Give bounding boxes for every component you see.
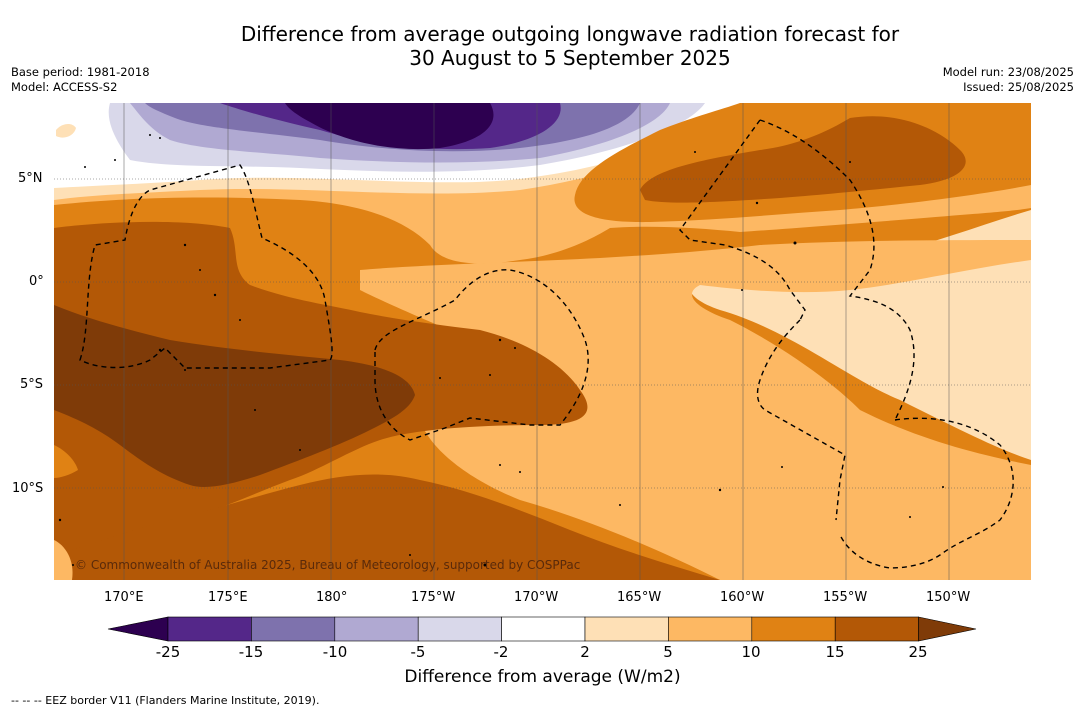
anomaly-fill-2-5-nw <box>56 124 76 138</box>
lat-label-10s: 10°S <box>12 481 44 496</box>
lon-gridlines <box>123 103 950 580</box>
anomaly-fill-5-10-central <box>360 240 1031 580</box>
base-period: Base period: 1981-2018 <box>11 65 150 79</box>
colorbar-title: Difference from average (W/m2) <box>404 667 681 687</box>
map-title: Difference from average outgoing longwav… <box>0 22 1085 70</box>
model-run: Model run: 23/08/2025 <box>942 65 1074 79</box>
anomaly-fill-above-25 <box>54 305 415 487</box>
lon-label-175w: 175°W <box>411 590 456 605</box>
anomaly-fill-15-25-south <box>54 474 720 580</box>
title-line-1: Difference from average outgoing longwav… <box>240 22 900 46</box>
anomaly-fill-10-15-sw <box>54 445 78 478</box>
issued-date: Issued: 25/08/2025 <box>963 80 1074 94</box>
colorbar-label: 25 <box>908 643 928 661</box>
colorbar-label: -15 <box>238 643 264 661</box>
lat-label-5n: 5°N <box>18 171 43 186</box>
copyright-notice: © Commonwealth of Australia 2025, Bureau… <box>75 558 581 572</box>
anomaly-fill-15-25-ne <box>640 116 966 203</box>
map-area <box>54 103 1031 580</box>
colorbar-arrow-low <box>107 616 169 642</box>
colorbar-label: 2 <box>580 643 590 661</box>
anomaly-fill-below-neg25 <box>285 103 494 150</box>
colorbar-label: -10 <box>322 643 348 661</box>
lon-label-160w: 160°W <box>720 590 765 605</box>
lat-gridlines <box>54 178 1031 489</box>
lon-label-180: 180° <box>316 590 348 605</box>
colorbar-label: -5 <box>410 643 426 661</box>
model-name: Model: ACCESS-S2 <box>11 80 118 94</box>
eez-footnote: -- -- -- EEZ border V11 (Flanders Marine… <box>11 694 320 707</box>
lon-label-175e: 175°E <box>208 590 248 605</box>
colorbar-label: -2 <box>493 643 509 661</box>
anomaly-fill-5-10-sw <box>54 540 73 580</box>
colorbar-label: 5 <box>663 643 673 661</box>
colorbar-arrow-high <box>918 616 977 642</box>
eez-borders <box>79 119 1014 569</box>
colorbar-label: 10 <box>741 643 761 661</box>
lon-label-150w: 150°W <box>926 590 971 605</box>
lon-label-170e: 170°E <box>104 590 144 605</box>
lat-label-5s: 5°S <box>20 377 44 392</box>
lon-label-170w: 170°W <box>514 590 559 605</box>
lat-label-0: 0° <box>29 274 44 289</box>
island-dots <box>58 134 944 567</box>
title-line-2: 30 August to 5 September 2025 <box>409 46 731 70</box>
lon-label-155w: 155°W <box>823 590 868 605</box>
meta-left: Base period: 1981-2018 Model: ACCESS-S2 <box>11 65 150 95</box>
lon-label-165w: 165°W <box>617 590 662 605</box>
colorbar-label: -25 <box>155 643 181 661</box>
colorbar-label: 15 <box>825 643 845 661</box>
colorbar <box>107 616 977 642</box>
meta-right: Model run: 23/08/2025 Issued: 25/08/2025 <box>943 65 1074 95</box>
